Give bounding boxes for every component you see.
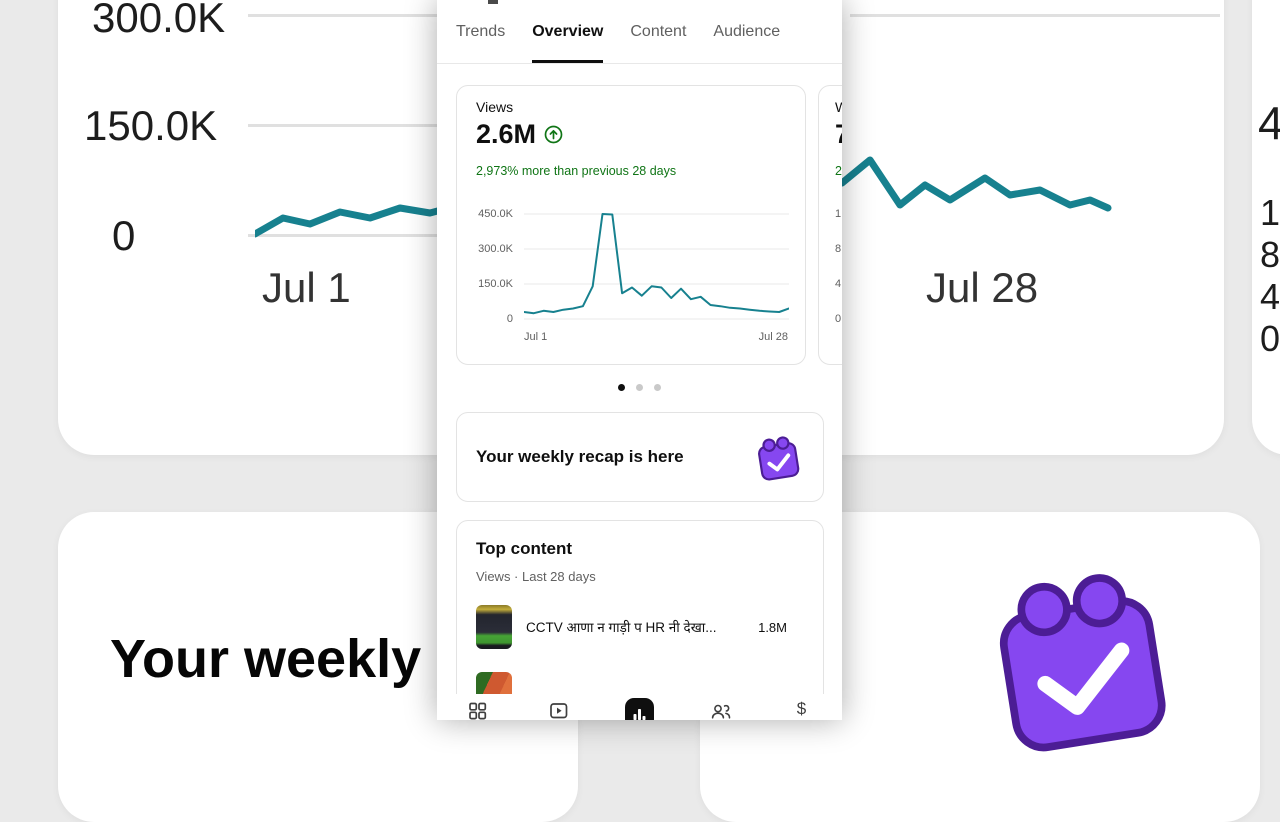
bg-tick-fragment: 4 xyxy=(1258,97,1280,149)
carousel-dot-active[interactable] xyxy=(618,384,625,391)
metrics-carousel[interactable]: Views 2.6M 2,973% more than previous 28 … xyxy=(437,85,842,365)
nav-content[interactable] xyxy=(518,694,599,720)
y-axis-tick-fragment: 8 xyxy=(835,243,842,255)
cutoff-header-fragment xyxy=(488,0,498,4)
tab-overview[interactable]: Overview xyxy=(532,0,603,63)
tab-label: Trends xyxy=(456,22,506,40)
bg-tick-fragment: 4 xyxy=(1260,276,1280,317)
top-content-card: Top content Views · Last 28 days CCTV आण… xyxy=(456,520,824,720)
bg-tick-fragment: 0 xyxy=(1260,318,1280,359)
metric-value-fragment: 7 xyxy=(835,119,842,150)
top-content-title: Top content xyxy=(476,539,572,558)
y-axis-tick-fragment: 0 xyxy=(835,313,842,325)
carousel-dot[interactable] xyxy=(636,384,643,391)
earn-dollar-icon: $ xyxy=(796,699,807,718)
analytics-tab-bar: Trends Overview Content Audience xyxy=(437,0,842,64)
nav-earn[interactable]: $ xyxy=(761,694,842,720)
views-metric-card[interactable]: Views 2.6M 2,973% more than previous 28 … xyxy=(456,85,806,365)
carousel-dots xyxy=(437,384,842,391)
nav-analytics-active-pill xyxy=(625,698,654,720)
video-thumbnail[interactable] xyxy=(476,605,512,649)
y-axis-tick: 300.0K xyxy=(478,243,513,255)
bg-xlabel: Jul 28 xyxy=(926,264,1039,311)
weekly-recap-title: Your weekly recap is here xyxy=(476,447,684,466)
top-content-row[interactable]: CCTV आणा न गाड़ी प HR नी देखा... 1.8M xyxy=(476,605,804,649)
y-axis-tick-fragment: 4 xyxy=(835,278,842,290)
community-icon xyxy=(711,704,730,719)
video-views-count: 1.8M xyxy=(758,619,787,635)
analytics-app-screen: Trends Overview Content Audience Views 2… xyxy=(437,0,842,720)
tab-trends[interactable]: Trends xyxy=(456,0,505,63)
bg-recap-gift-icon xyxy=(999,574,1166,752)
top-content-subtitle: Views · Last 28 days xyxy=(476,569,596,584)
metric-delta-text: 2,973% more than previous 28 days xyxy=(476,164,677,178)
bg-ytick: 0 xyxy=(112,212,136,259)
metric-delta-fragment: 2 xyxy=(835,164,842,178)
gridline xyxy=(248,14,578,17)
bg-tick-fragment: 8 xyxy=(1260,234,1280,275)
y-axis-tick: 0 xyxy=(506,313,513,325)
video-title: CCTV आणा न गाड़ी प HR नी देखा... xyxy=(526,620,717,635)
bg-tick-fragment: 1 xyxy=(1260,192,1280,233)
bg-right-peek-card xyxy=(1252,0,1280,455)
metric-value: 2.6M xyxy=(476,119,563,150)
trend-up-icon xyxy=(544,125,563,144)
nav-analytics[interactable] xyxy=(599,694,680,720)
metric-value-text: 2.6M xyxy=(476,119,537,149)
x-axis-start-label: Jul 1 xyxy=(524,331,548,343)
bg-ytick: 150.0K xyxy=(84,102,218,149)
tab-label: Audience xyxy=(713,22,781,40)
y-axis-tick: 150.0K xyxy=(478,278,513,290)
bg-xlabel: Jul 1 xyxy=(262,264,351,311)
nav-community[interactable] xyxy=(680,694,761,720)
recap-gift-icon xyxy=(758,436,800,481)
tab-content[interactable]: Content xyxy=(630,0,686,63)
metric-label: Views xyxy=(476,99,514,115)
metric-value-text: 7 xyxy=(835,119,842,150)
gridline xyxy=(248,124,578,127)
tab-audience[interactable]: Audience xyxy=(713,0,780,63)
metric-label-fragment: W xyxy=(835,99,842,115)
bottom-navigation-bar: $ xyxy=(437,694,842,720)
weekly-recap-card[interactable]: Your weekly recap is here xyxy=(456,412,824,502)
x-axis-end-label: Jul 28 xyxy=(758,331,788,343)
views-line-chart xyxy=(524,213,789,320)
carousel-dot[interactable] xyxy=(654,384,661,391)
bg-right-chart-line xyxy=(700,154,1112,212)
nav-dashboard[interactable] xyxy=(437,694,518,720)
bg-ytick: 300.0K xyxy=(92,0,226,41)
dashboard-icon xyxy=(469,702,487,720)
gridline xyxy=(850,14,1220,17)
y-axis-tick-fragment: 1 xyxy=(835,208,842,220)
tab-label: Overview xyxy=(532,22,604,40)
tab-label: Content xyxy=(630,22,687,40)
y-axis-tick: 450.0K xyxy=(478,208,513,220)
next-metric-card-peek[interactable]: W 7 2 1 8 4 0 xyxy=(818,85,842,365)
bg-recap-fragment: Your weekly xyxy=(110,629,422,689)
content-icon xyxy=(550,703,568,719)
gridline xyxy=(248,234,578,237)
analytics-bars-icon xyxy=(633,709,646,720)
